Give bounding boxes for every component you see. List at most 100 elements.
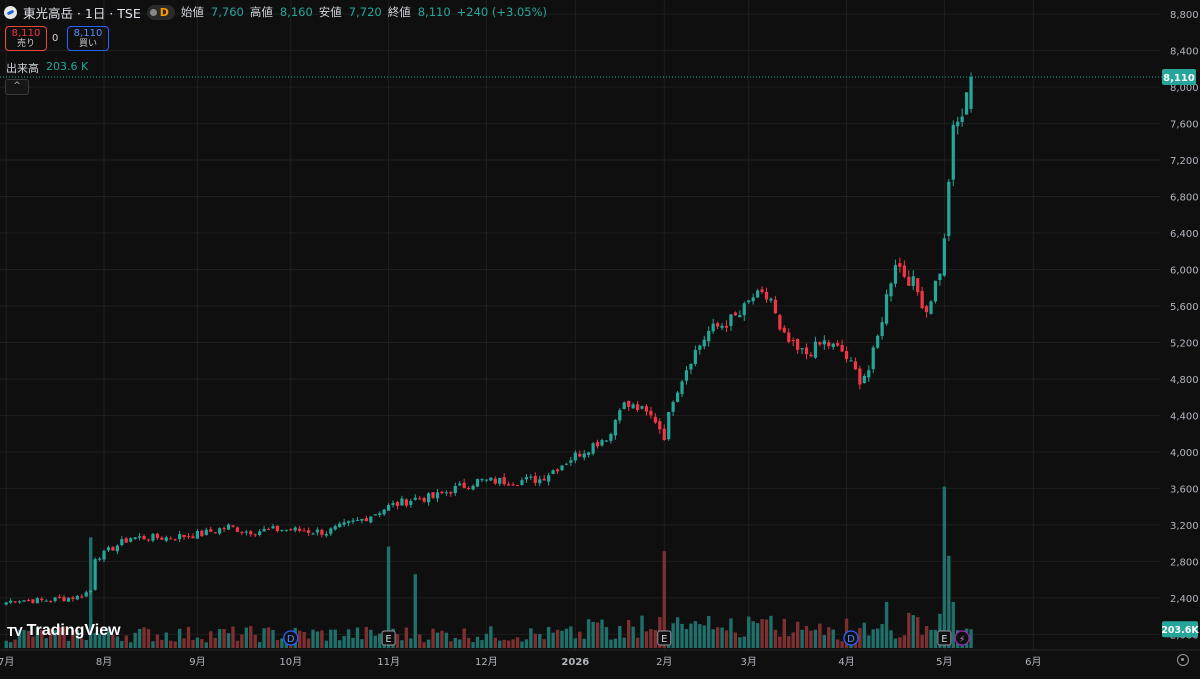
candle-body xyxy=(853,361,858,370)
volume-bar xyxy=(329,629,333,648)
volume-bar xyxy=(680,623,684,648)
volume-bar xyxy=(395,634,400,648)
candle-body xyxy=(627,400,631,407)
candle-body xyxy=(475,479,480,487)
volume-bar xyxy=(742,636,746,648)
volume-bar xyxy=(764,619,769,648)
volume-bar xyxy=(653,630,658,648)
candle-body xyxy=(391,503,395,505)
candle-body xyxy=(604,440,609,442)
volume-bar xyxy=(951,601,955,648)
candle-body xyxy=(693,350,697,364)
volume-bar xyxy=(795,621,800,648)
candle-body xyxy=(364,518,368,522)
chart-settings-icon[interactable] xyxy=(1177,654,1189,666)
volume-bar xyxy=(404,627,409,648)
candle-body xyxy=(569,460,573,463)
volume-bar xyxy=(738,637,742,648)
volume-bar xyxy=(480,640,484,648)
high-label: 高値 xyxy=(249,5,273,19)
volume-bar xyxy=(702,625,706,648)
candle-body xyxy=(862,376,866,384)
volume-bar xyxy=(466,637,471,648)
candle-body xyxy=(17,601,22,603)
volume-bar xyxy=(484,633,489,648)
symbol-header: 東光高岳 · 1日 · TSE D 始値 7,760 高値 8,160 安値 7,72… xyxy=(4,3,547,21)
volume-bar xyxy=(640,615,644,648)
volume-bar xyxy=(515,637,520,648)
volume-bar xyxy=(431,628,435,648)
buy-button[interactable]: 8,110 買い xyxy=(67,26,109,51)
volume-bar xyxy=(280,638,284,648)
candle-body xyxy=(338,523,342,528)
candle-body xyxy=(342,522,346,525)
candle-body xyxy=(266,528,271,530)
candle-body xyxy=(675,392,680,402)
time-axis-label: 2026 xyxy=(561,657,589,668)
candle-body xyxy=(813,341,818,358)
tradingview-logo[interactable]: TV TradingView xyxy=(7,622,121,640)
candle-body xyxy=(106,547,111,551)
volume-bar xyxy=(355,627,360,648)
candle-body xyxy=(97,558,102,560)
price-axis-label: 8,000 xyxy=(1170,83,1199,94)
volume-bar xyxy=(217,629,222,648)
volume-bar xyxy=(689,623,693,648)
candle-body xyxy=(871,347,875,370)
volume-bar xyxy=(360,639,364,648)
candle-body xyxy=(644,406,649,412)
candle-body xyxy=(498,477,502,484)
candle-body xyxy=(324,533,328,536)
time-axis-label: 6月 xyxy=(1025,656,1041,668)
sell-label: 売り xyxy=(16,39,35,49)
volume-bar xyxy=(124,635,128,648)
candle-body xyxy=(622,402,626,409)
volume-bar xyxy=(418,634,422,648)
volume-bar xyxy=(266,627,271,648)
dividend-marker-label: D xyxy=(287,634,295,645)
candle-body xyxy=(893,265,898,284)
volume-bar xyxy=(66,640,71,648)
volume-bar xyxy=(809,630,813,648)
market-status-badge[interactable]: D xyxy=(146,4,175,20)
volume-bar xyxy=(182,638,186,648)
candle-body xyxy=(831,343,835,348)
volume-bar xyxy=(649,629,653,648)
price-axis-label: 6,400 xyxy=(1170,229,1199,240)
candle-body xyxy=(791,340,795,342)
volume-bar xyxy=(226,633,231,648)
volume-legend-value: 203.6 K xyxy=(46,60,89,73)
volume-bar xyxy=(827,627,831,648)
volume-bar xyxy=(867,635,871,648)
candle-body xyxy=(942,238,946,276)
candle-body xyxy=(618,410,622,421)
candle-body xyxy=(578,453,582,457)
candle-body xyxy=(84,592,88,597)
dividend-marker xyxy=(843,630,859,646)
volume-bar xyxy=(137,628,142,648)
collapse-legend-button[interactable]: ^ xyxy=(5,79,29,95)
candle-body xyxy=(40,598,44,601)
volume-bar xyxy=(560,630,564,648)
volume-bar xyxy=(191,639,195,648)
volume-bar xyxy=(898,637,902,648)
candle-body xyxy=(778,315,782,330)
volume-bar xyxy=(840,641,844,648)
sell-button[interactable]: 8,110 売り xyxy=(5,26,47,51)
volume-bar xyxy=(129,642,133,648)
volume-bar xyxy=(240,634,244,648)
volume-bar xyxy=(53,630,57,648)
candle-body xyxy=(529,476,533,478)
spread-value: 0 xyxy=(52,33,59,44)
candle-body xyxy=(484,479,489,481)
candle-body xyxy=(124,538,128,543)
price-axis-label: 4,400 xyxy=(1170,411,1199,422)
candle-body xyxy=(560,465,564,471)
volume-bar xyxy=(422,642,426,648)
low-value: 7,720 xyxy=(348,5,382,19)
candle-body xyxy=(867,370,871,378)
volume-bar xyxy=(102,633,106,648)
symbol-title[interactable]: 東光高岳 · 1日 · TSE xyxy=(23,5,141,21)
candle-body xyxy=(489,477,493,481)
